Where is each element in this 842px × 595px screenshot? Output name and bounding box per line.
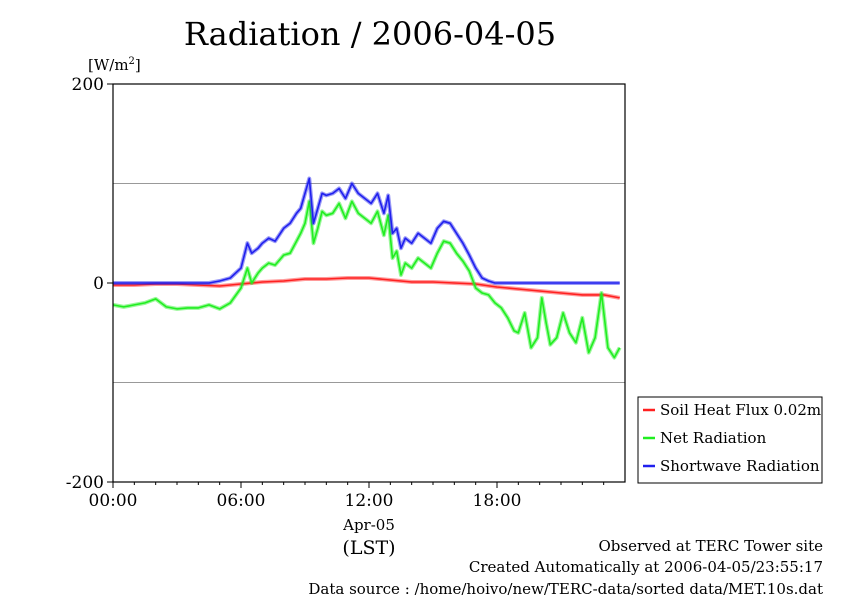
x-tick-label: 12:00 (345, 491, 394, 511)
footer-observed: Observed at TERC Tower site (598, 537, 823, 555)
y-tick-label: 200 (72, 75, 104, 95)
y-ticks: 200 0 -200 (66, 75, 113, 493)
series-line-soil-heat-flux-0-02m (113, 277, 620, 299)
footer-created: Created Automatically at 2006-04-05/23:5… (469, 558, 823, 576)
chart-title: Radiation / 2006-04-05 (184, 15, 556, 53)
x-tick-label: 18:00 (473, 491, 522, 511)
y-tick-label: -200 (66, 473, 104, 493)
series-halo-soil-heat-flux-0-02m (113, 276, 621, 300)
legend-box (637, 396, 823, 484)
x-ticks: 00:00 06:00 12:00 18:00 (89, 482, 605, 511)
series-layer (112, 176, 622, 360)
legend-label-soil-heat-flux-0-02m: Soil Heat Flux 0.02m (660, 401, 821, 419)
x-tick-label: 06:00 (217, 491, 266, 511)
legend-label-shortwave-radiation: Shortwave Radiation (660, 457, 820, 475)
x-axis-label: (LST) (342, 537, 395, 559)
y-gridlines (113, 183, 625, 383)
series-line-net-radiation (112, 200, 621, 359)
footer-source: Data source : /home/hoivo/new/TERC-data/… (308, 580, 823, 595)
legend-label-net-radiation: Net Radiation (660, 429, 767, 447)
legend: Soil Heat Flux 0.02m Net Radiation Shortwa… (637, 396, 823, 484)
x-date-label: Apr-05 (342, 516, 395, 534)
series-halo-shortwave-radiation (113, 176, 620, 285)
y-axis-unit: [W/m2] (88, 56, 141, 74)
y-tick-label: 0 (93, 274, 104, 294)
x-tick-label: 00:00 (89, 491, 138, 511)
series-line-shortwave-radiation (113, 177, 620, 284)
